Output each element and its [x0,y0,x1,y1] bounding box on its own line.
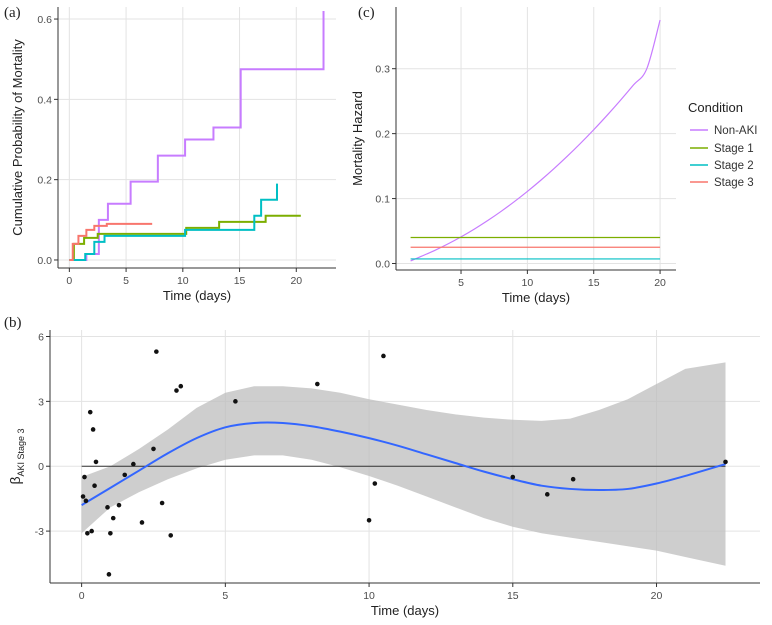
data-point [315,381,320,387]
x-axis-title: Time (days) [163,288,231,303]
panel-a-label: (a) [4,5,21,21]
data-point [570,476,576,482]
data-point [178,383,184,389]
data-point [723,459,728,465]
x-tick-label: 10 [522,277,534,289]
panel-c-label: (c) [358,5,375,21]
confidence-band [81,362,726,566]
step-line-stage-3 [69,222,153,261]
x-tick-label: 20 [651,590,663,602]
smooth-fit-line [81,421,726,507]
y-axis-title: Mortality Hazard [350,91,365,186]
data-point [105,505,110,510]
data-point [93,459,99,465]
x-tick-label: 15 [507,590,519,602]
y-tick-label: 0.0 [37,255,52,267]
legend-label-stage-3: Stage 3 [714,177,754,189]
legend-label-non-aki: Non-AKI [714,125,757,137]
data-point [174,388,179,393]
data-point [106,572,112,577]
y-tick-label: 0.2 [37,175,52,187]
data-point [381,353,386,359]
legend-title: Condition [688,100,743,115]
x-tick-label: 5 [222,590,228,602]
y-tick-label: 0 [38,461,44,473]
data-point [131,461,136,467]
y-tick-label: 0.0 [375,259,390,271]
x-tick-label: 20 [290,275,302,287]
hazard-line-non-aki [410,19,661,262]
data-point [122,472,128,478]
data-point [366,517,372,523]
legend-label-stage-2: Stage 2 [714,160,754,172]
x-tick-label: 20 [654,277,666,289]
data-point [90,427,96,432]
x-tick-label: 5 [458,277,464,289]
data-point [110,515,116,521]
y-tick-label: 0.4 [37,94,52,106]
x-tick-label: 0 [66,275,72,287]
x-tick-label: 15 [234,275,246,287]
step-line-stage-2 [69,183,278,261]
panel-b-chart: 0 5 10 15 20 -3 0 3 6 Time (days) βAKI Stage 3 [7,330,760,618]
y-tick-label: 0.6 [37,14,52,26]
data-point [544,492,550,497]
data-point [87,409,93,415]
panel-b-label: (b) [4,315,22,331]
y-tick-label: 3 [38,396,44,408]
data-point [116,502,122,508]
data-point [151,446,156,452]
x-tick-label: 5 [123,275,129,287]
data-point [83,498,89,504]
step-line-non-aki [69,11,325,261]
data-point [154,349,159,354]
data-point [89,528,94,534]
x-tick-label: 0 [79,590,85,602]
y-tick-label: 0.2 [375,129,390,141]
data-point [372,481,378,486]
y-tick-label: 0.3 [375,64,390,76]
data-point [168,533,174,538]
data-point [233,399,238,404]
y-tick-label: 0.1 [375,194,390,206]
x-tick-label: 10 [363,590,375,602]
x-axis-title: Time (days) [371,603,439,618]
y-axis-title: βAKI Stage 3 [7,428,26,484]
data-point [108,530,113,536]
panel-a-chart: 0 5 10 15 20 0.0 0.2 0.4 0.6 Time (days) Cumulativ… [10,7,336,303]
y-tick-label: -3 [35,526,44,538]
data-point [82,474,87,480]
x-tick-label: 15 [588,277,600,289]
data-point [92,483,97,488]
y-tick-label: 6 [38,331,44,343]
condition-legend: Condition Non-AKI Stage 1 Stage 2 Stage … [688,100,757,189]
y-axis-title: Cumulative Probability of Mortality [10,39,25,236]
panel-c-chart: 5 10 15 20 0.0 0.1 0.2 0.3 Time (days) Mortality … [350,7,676,305]
data-point [85,530,90,536]
data-point [80,494,86,499]
x-tick-label: 10 [177,275,189,287]
data-point [510,474,516,480]
data-point [139,520,145,525]
legend-label-stage-1: Stage 1 [714,143,754,155]
data-point [159,500,165,506]
x-axis-title: Time (days) [502,290,570,305]
